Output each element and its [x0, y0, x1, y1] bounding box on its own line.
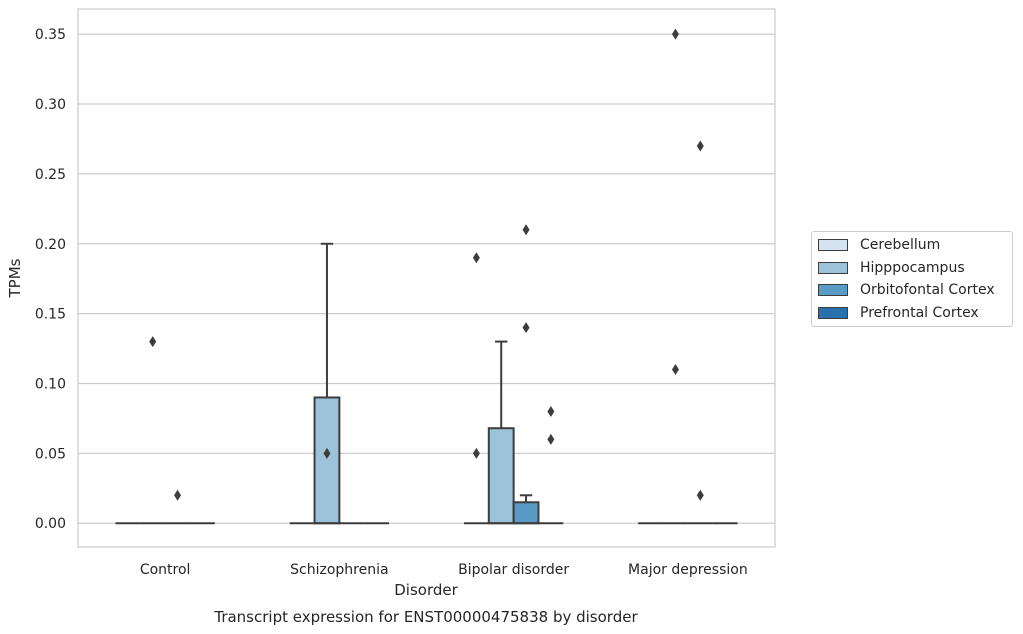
legend-swatch: [818, 261, 848, 274]
legend-label: Orbitofontal Cortex: [860, 282, 995, 298]
y-axis-ticks: 0.00 0.05 0.10 0.15 0.20 0.25 0.30 0.35: [35, 27, 66, 532]
legend-item: Prefrontal Cortex: [818, 303, 979, 323]
outlier-point: [522, 322, 530, 334]
box: [512, 501, 540, 525]
y-tick-label: 0.25: [35, 167, 66, 183]
y-tick-label: 0.05: [35, 446, 66, 462]
x-tick-label: Control: [140, 562, 191, 578]
x-tick-label: Major depression: [628, 562, 748, 578]
legend-swatch: [818, 306, 848, 319]
legend-swatch: [818, 284, 848, 296]
outlier-point: [671, 364, 679, 376]
outlier-point: [323, 447, 331, 459]
chart-title: Transcript expression for ENST0000047583…: [213, 608, 638, 626]
outlier-point: [472, 447, 480, 459]
y-tick-label: 0.10: [35, 377, 66, 393]
legend-label: Cerebellum: [860, 237, 941, 253]
legend-item: Orbitofontal Cortex: [818, 280, 995, 300]
legend: Cerebellum Hipppocampus Orbitofontal Corte…: [811, 231, 1013, 327]
outlier-point: [472, 252, 480, 264]
box: [487, 427, 515, 525]
y-tick-label: 0.20: [35, 237, 66, 253]
outlier-point: [671, 28, 679, 40]
y-tick-label: 0.00: [35, 516, 66, 532]
y-tick-label: 0.30: [35, 97, 66, 113]
y-tick-label: 0.15: [35, 307, 66, 323]
box-series: [115, 28, 738, 525]
legend-label: Prefrontal Cortex: [860, 304, 979, 321]
legend-label: Hipppocampus: [860, 259, 965, 276]
outlier-point: [696, 140, 704, 152]
legend-swatch: [818, 239, 848, 251]
x-axis-label: Disorder: [394, 581, 458, 599]
outlier-point: [149, 336, 157, 348]
outlier-point: [547, 405, 555, 417]
outlier-point: [696, 489, 704, 501]
x-tick-label: Schizophrenia: [290, 562, 388, 578]
x-axis-ticks: Control Schizophrenia Bipolar disorder Majo…: [140, 562, 748, 578]
y-axis-label: TPMs: [6, 258, 24, 298]
outlier-point: [174, 489, 182, 501]
legend-item: Hipppocampus: [818, 258, 965, 278]
x-tick-label: Bipolar disorder: [458, 562, 569, 578]
outlier-point: [547, 433, 555, 445]
box: [313, 396, 341, 525]
plot-area-border: [77, 8, 776, 548]
legend-item: Cerebellum: [818, 235, 940, 255]
outlier-point: [522, 224, 530, 236]
plot-area-background: [78, 9, 775, 547]
y-tick-label: 0.35: [35, 27, 66, 43]
